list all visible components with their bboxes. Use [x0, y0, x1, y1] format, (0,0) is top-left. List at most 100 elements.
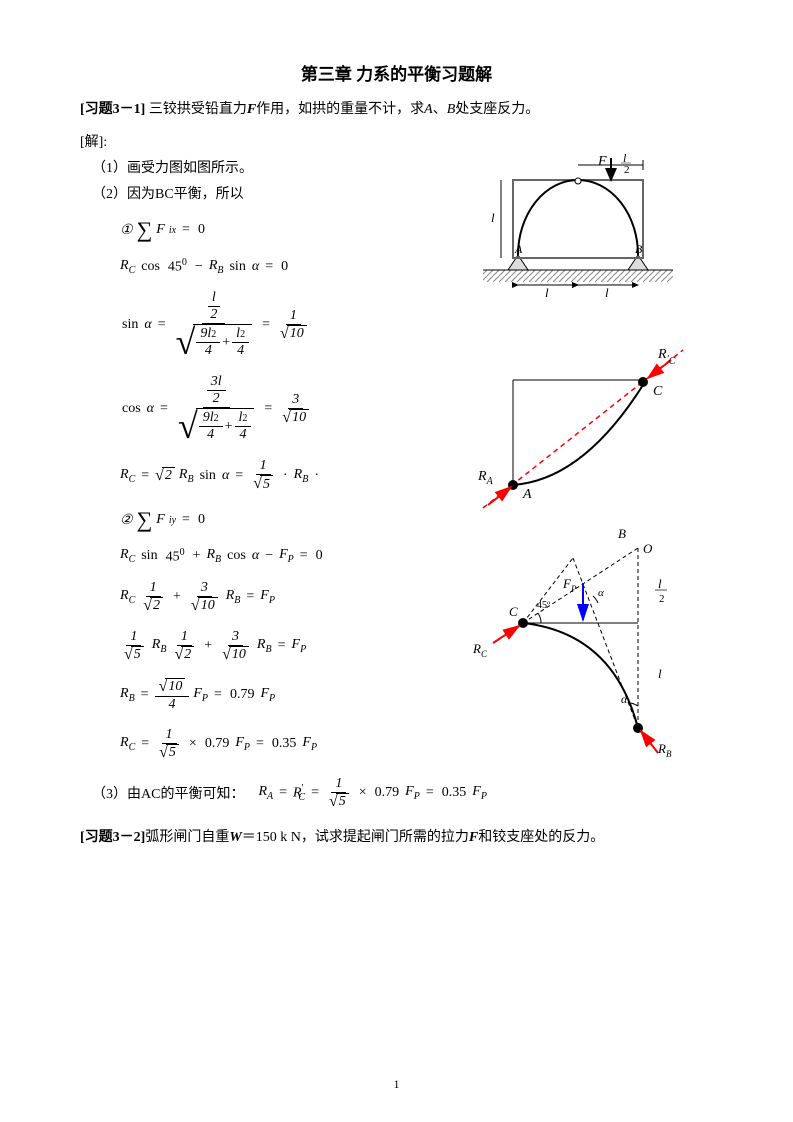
minus-sign: − [265, 548, 273, 564]
var-Ra: RA [258, 784, 273, 802]
svg-text:F: F [597, 154, 607, 169]
fraction: 1√5 [249, 458, 277, 493]
svg-text:O: O [643, 541, 653, 556]
var-Fp: FP [405, 784, 420, 802]
equals-sign: = [158, 317, 166, 333]
var-Rc-prime: R'C [293, 783, 305, 803]
plus-sign: + [173, 589, 181, 605]
zero: 0 [281, 259, 288, 275]
var-Fp: FP [279, 547, 294, 565]
equals-sign: = [426, 785, 434, 801]
equals-sign: = [141, 687, 149, 703]
svg-text:l: l [605, 285, 609, 300]
svg-text:A: A [522, 487, 532, 502]
alpha: α [252, 259, 259, 275]
step-3-text: （3）由AC的平衡可知： [92, 783, 244, 803]
var-F: F [156, 512, 165, 528]
sin-fn: sin [200, 468, 216, 484]
fraction: 3√10 [187, 580, 222, 615]
svg-text:A: A [514, 242, 523, 256]
var-Rc: RC [120, 547, 135, 565]
var-W: W [229, 830, 241, 845]
num-val: 0.79 [375, 785, 400, 801]
times-sign: × [359, 785, 367, 801]
svg-text:l: l [545, 285, 549, 300]
zero: 0 [198, 222, 205, 238]
svg-text:α: α [621, 692, 628, 706]
fraction: √104 [155, 678, 190, 713]
problem-text: 三铰拱受铅直力 [145, 102, 247, 117]
var-Rb: RB [257, 637, 272, 655]
angle-45: 450 [168, 257, 187, 276]
figure-arch: F l 2 l l l A B [463, 150, 723, 300]
equals-sign: = [279, 785, 287, 801]
alpha: α [144, 317, 151, 333]
sin-fn: sin [141, 548, 157, 564]
sub-ix: ix [169, 225, 176, 236]
plus-sign: + [193, 548, 201, 564]
problem-text: 弧形闸门自重 [145, 830, 229, 845]
problem-text3: 处支座反力。 [455, 102, 539, 117]
var-Rb: RB [209, 258, 224, 276]
zero: 0 [316, 548, 323, 564]
times-sign: × [189, 736, 197, 752]
alpha: α [147, 401, 154, 417]
var-Rb: RB [294, 467, 309, 485]
cn-sep: 、 [433, 102, 447, 117]
cos-fn: cos [122, 401, 141, 417]
svg-text:C: C [509, 604, 518, 619]
zero: 0 [198, 512, 205, 528]
fraction: 1√2 [170, 629, 198, 664]
cos-fn: cos [227, 548, 246, 564]
var-Rc: RC [120, 467, 135, 485]
problem-text-wval: ＝150 k N，试求提起闸门所需的拉力 [242, 830, 469, 845]
var-Fp: FP [472, 784, 487, 802]
svg-text:R'C: R'C [657, 347, 676, 367]
equals-sign: = [311, 785, 319, 801]
var-F: F [469, 830, 478, 845]
problem-3-1: [习题3－1] 三铰拱受铅直力F作用，如拱的重量不计，求A、B处支座反力。 [80, 99, 713, 121]
var-Rb: RB [206, 547, 221, 565]
equals-sign: = [141, 736, 149, 752]
svg-text:2: 2 [659, 593, 665, 605]
problem-3-2: [习题3－2]弧形闸门自重W＝150 k N，试求提起闸门所需的拉力F和铰支座处… [80, 827, 713, 849]
dot: · [283, 468, 288, 484]
equals-sign: = [246, 589, 254, 605]
problem-text2: 作用，如拱的重量不计，求 [256, 102, 424, 117]
equals-sign: = [141, 468, 149, 484]
fraction: 1 √10 [276, 308, 311, 343]
sub-iy: iy [169, 515, 176, 526]
fraction: 1√5 [155, 727, 183, 762]
equals-sign: = [235, 468, 243, 484]
sin-fn: sin [229, 259, 245, 275]
equals-sign: = [278, 638, 286, 654]
num-val: 0.35 [272, 736, 297, 752]
angle-45: 450 [166, 547, 185, 566]
var-Rb: RB [179, 467, 194, 485]
var-Rb: RB [226, 588, 241, 606]
svg-text:RC: RC [472, 641, 488, 659]
equals-sign: = [264, 401, 272, 417]
var-Fp: FP [193, 686, 208, 704]
problem-label: [习题3－1] [80, 102, 145, 117]
solution-label: [解]: [80, 131, 713, 151]
svg-text:RB: RB [657, 741, 672, 759]
fraction: 3 √10 [278, 392, 313, 427]
fraction: 3√10 [218, 629, 253, 664]
plus-sign: + [204, 638, 212, 654]
fraction: 1√5 [325, 776, 353, 811]
var-Rb: RB [152, 637, 167, 655]
equals-sign: = [160, 401, 168, 417]
svg-text:l: l [491, 210, 495, 225]
fraction: 1√2 [139, 580, 167, 615]
svg-text:FP: FP [562, 576, 577, 594]
svg-text:B: B [618, 528, 626, 541]
sigma-icon: ∑ [137, 217, 153, 243]
equals-sign: = [265, 259, 273, 275]
equals-sign: = [256, 736, 264, 752]
chapter-title: 第三章 力系的平衡习题解 [80, 60, 713, 85]
fraction: 1√5 [120, 629, 148, 664]
var-Fp: FP [260, 686, 275, 704]
page-number: 1 [0, 1077, 793, 1092]
svg-text:RA: RA [477, 469, 494, 487]
